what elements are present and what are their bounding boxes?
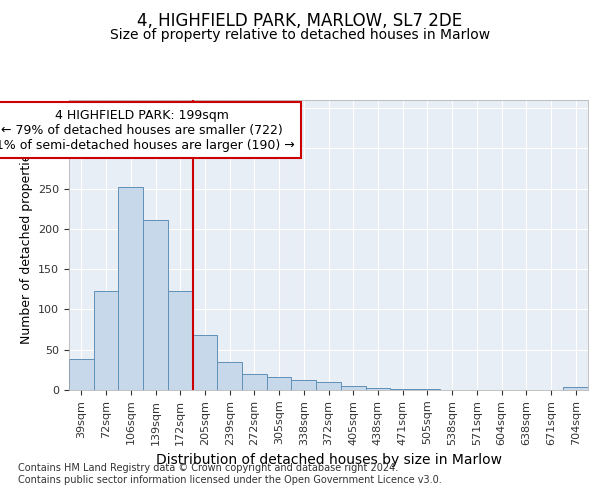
- Bar: [365, 388, 390, 390]
- Text: 4 HIGHFIELD PARK: 199sqm
← 79% of detached houses are smaller (722)
21% of semi-: 4 HIGHFIELD PARK: 199sqm ← 79% of detach…: [0, 108, 295, 152]
- Bar: [341, 386, 365, 390]
- Bar: [390, 389, 415, 390]
- X-axis label: Distribution of detached houses by size in Marlow: Distribution of detached houses by size …: [155, 453, 502, 467]
- Bar: [193, 335, 217, 390]
- Bar: [292, 380, 316, 390]
- Y-axis label: Number of detached properties: Number of detached properties: [20, 146, 32, 344]
- Bar: [267, 377, 292, 390]
- Bar: [168, 291, 193, 390]
- Text: Size of property relative to detached houses in Marlow: Size of property relative to detached ho…: [110, 28, 490, 42]
- Bar: [143, 220, 168, 390]
- Bar: [118, 187, 143, 390]
- Bar: [217, 362, 242, 390]
- Bar: [69, 360, 94, 390]
- Text: Contains HM Land Registry data © Crown copyright and database right 2024.
Contai: Contains HM Land Registry data © Crown c…: [18, 464, 442, 485]
- Bar: [242, 374, 267, 390]
- Bar: [415, 389, 440, 390]
- Bar: [316, 382, 341, 390]
- Bar: [563, 387, 588, 390]
- Text: 4, HIGHFIELD PARK, MARLOW, SL7 2DE: 4, HIGHFIELD PARK, MARLOW, SL7 2DE: [137, 12, 463, 30]
- Bar: [94, 291, 118, 390]
